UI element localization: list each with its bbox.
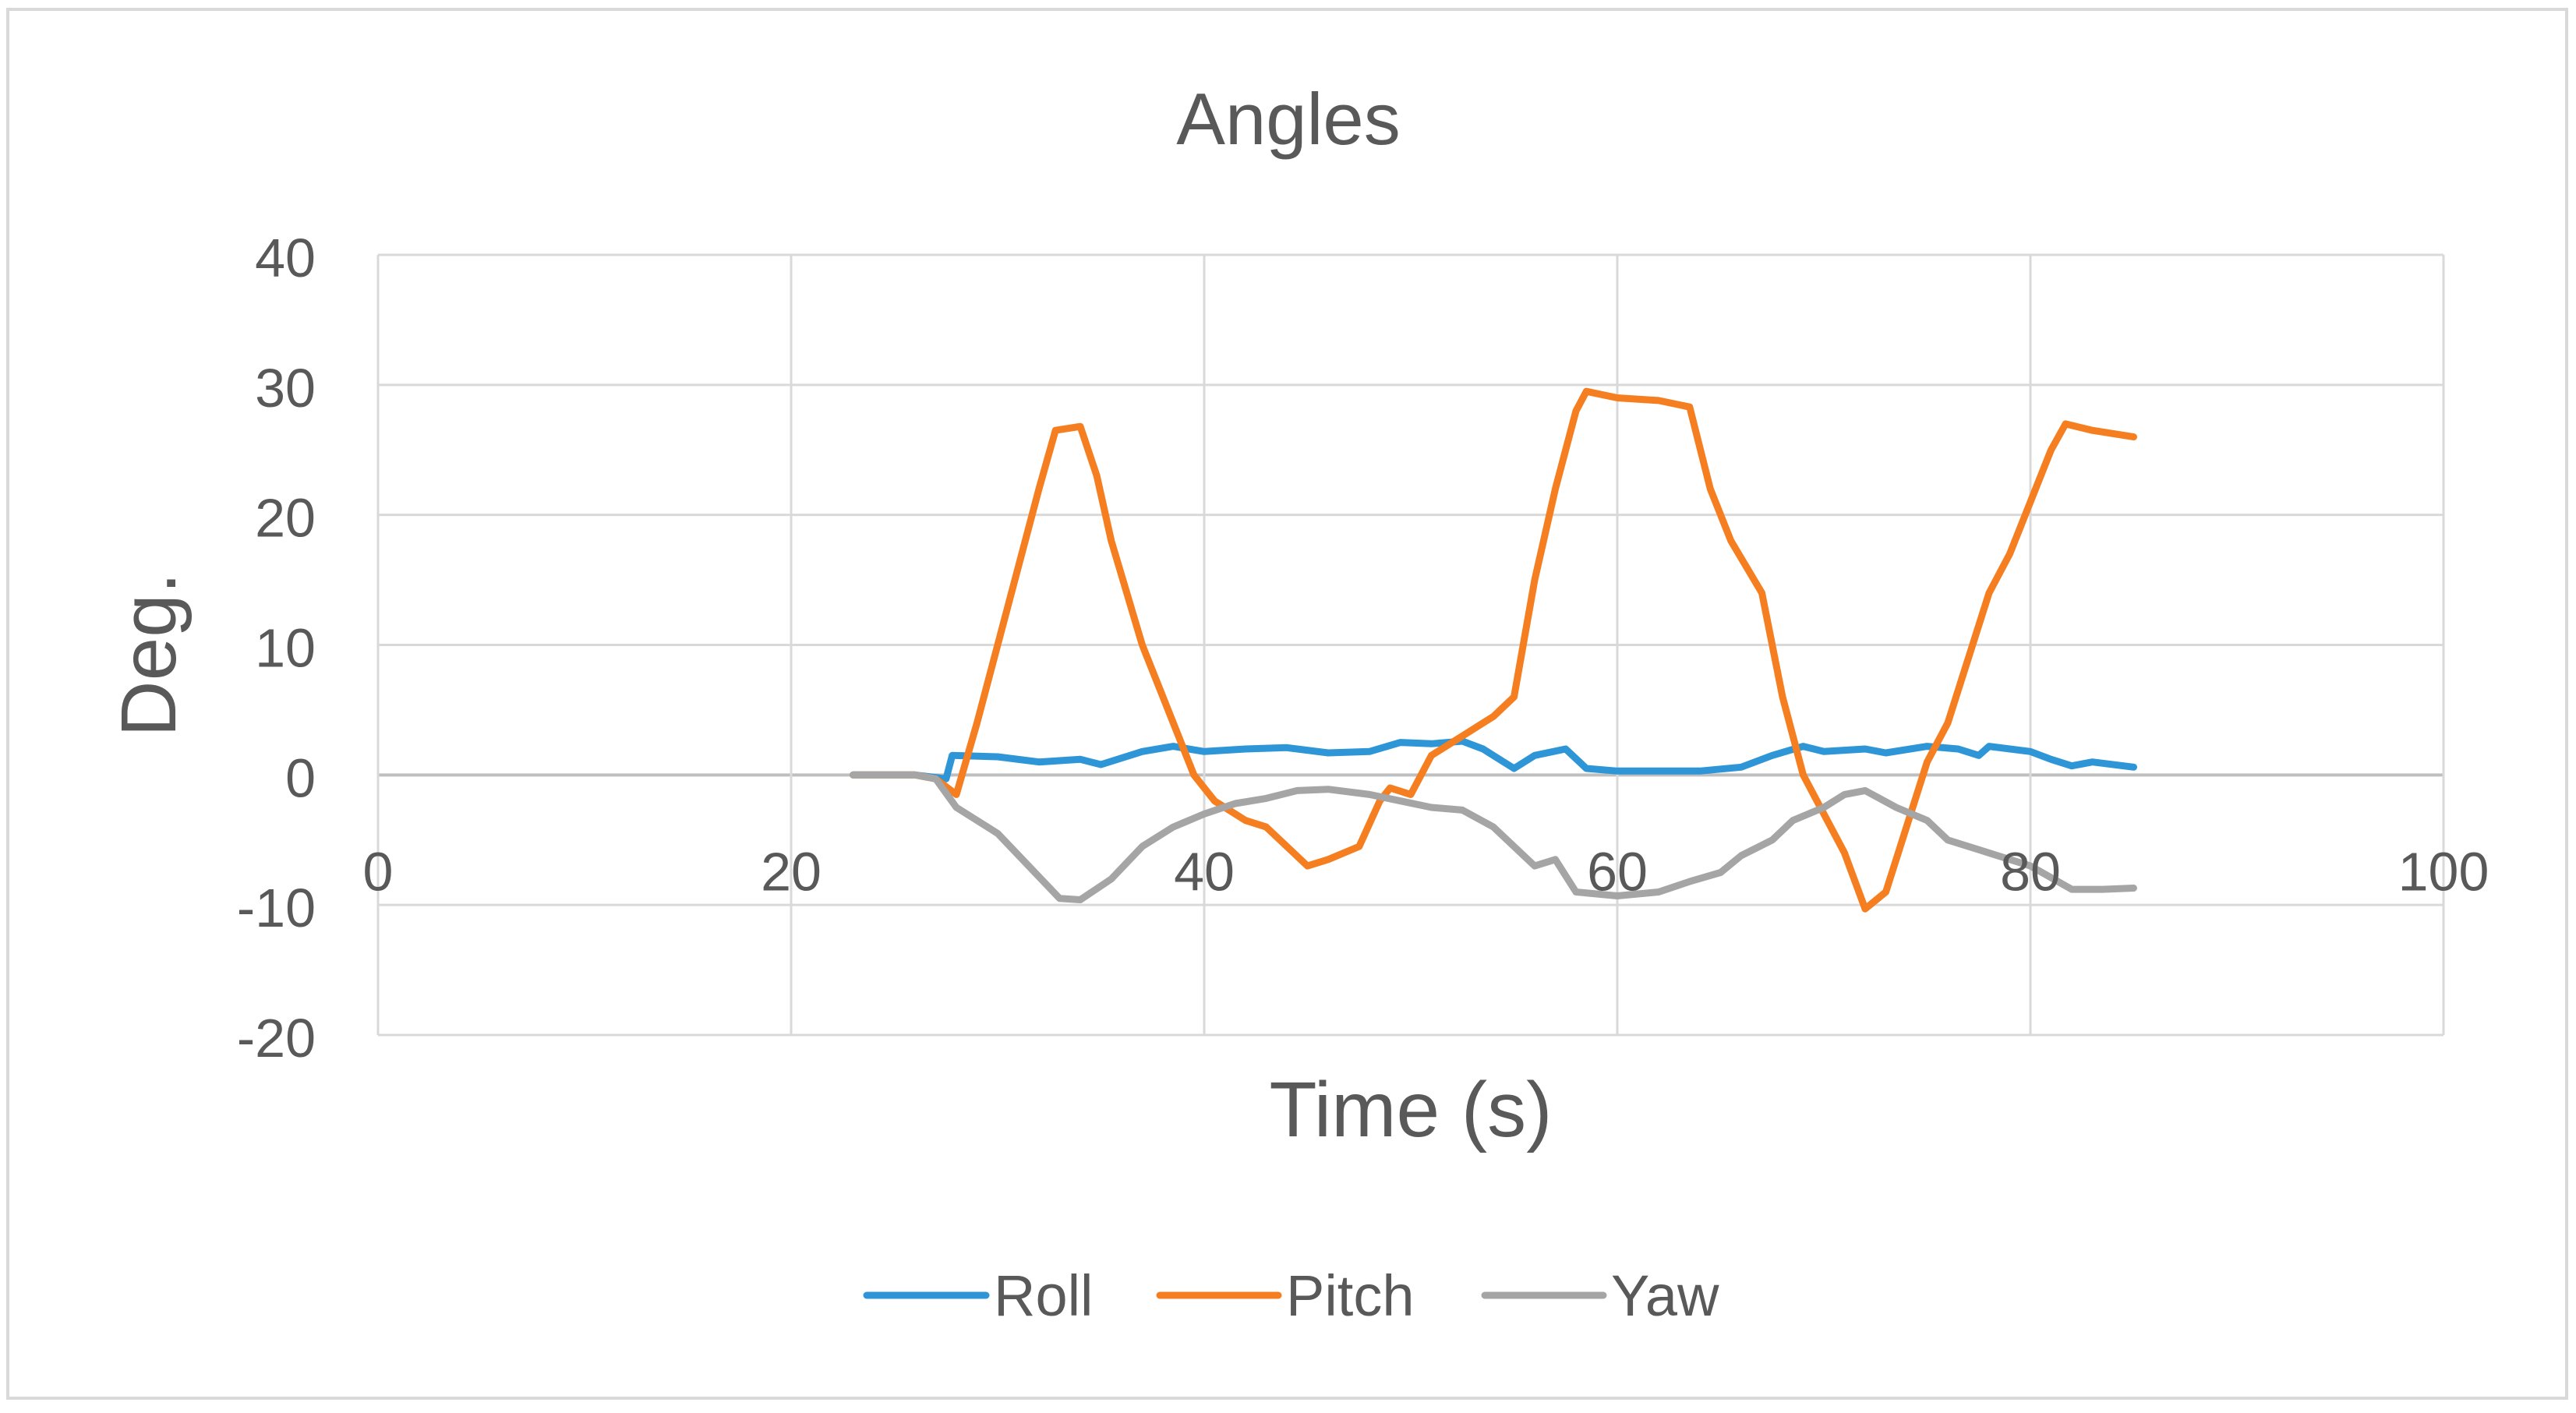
series-line-pitch	[850, 387, 2137, 913]
x-tick-label: 100	[2398, 841, 2489, 902]
y-tick-label: 40	[255, 228, 316, 288]
series-line-roll	[850, 737, 2137, 782]
y-tick-label: -10	[237, 878, 316, 938]
y-tick-label: 0	[285, 747, 316, 808]
x-tick-label: 60	[1587, 841, 1648, 902]
legend-label-yaw: Yaw	[1611, 1263, 1719, 1328]
x-tick-labels: 0 20 40 60 80 100	[363, 841, 2489, 902]
legend-label-roll: Roll	[994, 1263, 1093, 1328]
x-tick-label: 0	[363, 841, 394, 902]
y-tick-label: 10	[255, 618, 316, 679]
series-lines	[850, 387, 2137, 913]
legend-label-pitch: Pitch	[1286, 1263, 1415, 1328]
y-axis-label: Deg.	[105, 572, 193, 737]
y-tick-label: 20	[255, 488, 316, 549]
series-line-yaw	[850, 771, 2137, 903]
y-tick-label: 30	[255, 358, 316, 419]
legend: Roll Pitch Yaw	[863, 1263, 1719, 1328]
y-tick-label: -20	[237, 1008, 316, 1069]
chart-title: Angles	[1176, 78, 1400, 160]
gridlines	[376, 253, 2445, 1037]
x-tick-label: 80	[2000, 841, 2061, 902]
x-tick-label: 20	[761, 841, 822, 902]
x-tick-label: 40	[1174, 841, 1235, 902]
chart-frame	[6, 8, 2568, 1400]
x-axis-label: Time (s)	[1270, 1066, 1553, 1153]
y-tick-labels: 40 30 20 10 0 -10 -20	[237, 228, 316, 1069]
